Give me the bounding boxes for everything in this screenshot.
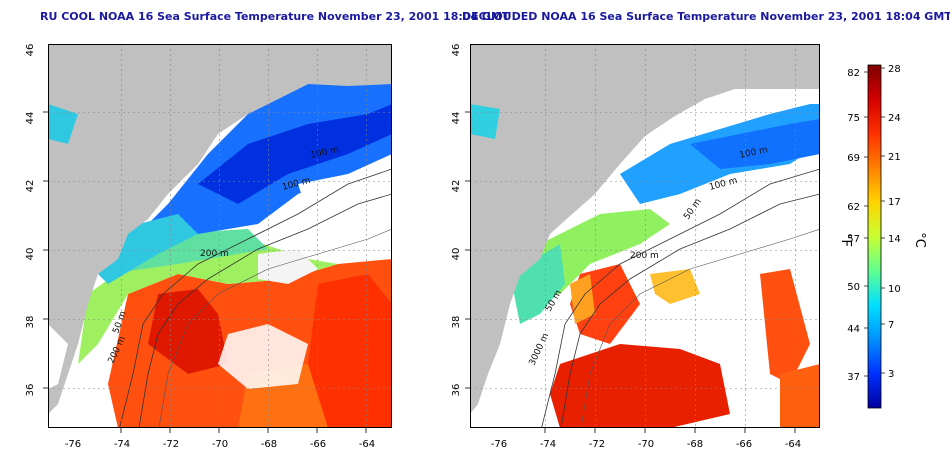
x-tick-label: -76 — [491, 439, 507, 450]
isobath-contour — [119, 168, 392, 428]
x-tick-label: -68 — [687, 439, 703, 450]
x-tick-label: -70 — [638, 439, 654, 450]
x-tick-label: -68 — [261, 439, 277, 450]
colorbar-gradient — [867, 64, 882, 409]
y-tick-label: 38 — [451, 316, 462, 329]
gulf-stream-core — [148, 289, 228, 374]
cloud-patch — [298, 174, 378, 244]
slope-water — [540, 209, 670, 294]
x-tick-label: -72 — [163, 439, 179, 450]
fahrenheit-tick: 50 — [847, 282, 860, 293]
celsius-tick: 3 — [888, 369, 894, 380]
x-tick-label: -66 — [736, 439, 752, 450]
x-tick-label: -66 — [310, 439, 326, 450]
land-mass — [470, 44, 820, 414]
fahrenheit-tick: 44 — [847, 324, 860, 335]
raw-sst-map: 100 m 100 m 200 m 50 m 200 m — [48, 44, 392, 428]
isobath-contour — [580, 228, 820, 428]
y-tick-label: 46 — [451, 44, 462, 57]
y-tick-label: 46 — [25, 44, 36, 57]
fahrenheit-tick: 37 — [847, 372, 860, 383]
warm-water-region — [550, 344, 730, 428]
x-tick-label: -76 — [65, 439, 81, 450]
y-tick-label: 44 — [451, 112, 462, 125]
y-tick-label: 40 — [25, 248, 36, 261]
declouded-sst-map: 100 m 100 m 50 m 200 m 50 m 3000 m — [470, 44, 820, 428]
y-tick-label: 36 — [451, 384, 462, 397]
cloud-patch — [218, 324, 308, 389]
celsius-tick: 28 — [888, 64, 901, 75]
land-mass — [48, 44, 392, 414]
fahrenheit-tick: 62 — [847, 202, 860, 213]
x-tick-label: -74 — [114, 439, 130, 450]
celsius-tick: 14 — [888, 234, 901, 245]
celsius-unit-label: °C — [912, 232, 927, 248]
contour-label: 200 m — [200, 249, 229, 259]
isobath-contour — [158, 228, 392, 428]
fahrenheit-unit-label: °F — [838, 233, 853, 247]
celsius-tick: 7 — [888, 320, 894, 331]
y-tick-label: 42 — [451, 180, 462, 193]
cloud-patch — [258, 249, 318, 284]
fahrenheit-tick: 57 — [847, 234, 860, 245]
celsius-tick: 21 — [888, 152, 901, 163]
y-tick-label: 42 — [25, 180, 36, 193]
contour-label: 200 m — [630, 251, 659, 261]
temperature-colorbar: 82 75 69 62 57 50 44 37 28 24 21 17 14 1… — [838, 64, 927, 409]
x-tick-label: -70 — [212, 439, 228, 450]
y-tick-label: 44 — [25, 112, 36, 125]
left-map-title: RU COOL NOAA 16 Sea Surface Temperature … — [40, 10, 510, 23]
fahrenheit-tick: 69 — [847, 153, 860, 164]
celsius-tick: 17 — [888, 197, 901, 208]
x-tick-label: -72 — [589, 439, 605, 450]
y-tick-label: 36 — [25, 384, 36, 397]
warm-water-east — [308, 274, 392, 428]
celsius-tick: 10 — [888, 284, 901, 295]
y-tick-label: 38 — [25, 316, 36, 329]
fahrenheit-tick: 75 — [847, 113, 860, 124]
right-map-title: DECLOUDED NOAA 16 Sea Surface Temperatur… — [462, 10, 950, 23]
isobath-contour — [560, 193, 820, 428]
x-tick-label: -64 — [359, 439, 375, 450]
y-tick-label: 40 — [451, 248, 462, 261]
celsius-tick: 24 — [888, 113, 901, 124]
isobath-contour — [138, 193, 392, 428]
x-tick-label: -64 — [785, 439, 801, 450]
fahrenheit-tick: 82 — [847, 68, 860, 79]
isobath-contour — [541, 168, 820, 428]
x-tick-label: -74 — [540, 439, 556, 450]
